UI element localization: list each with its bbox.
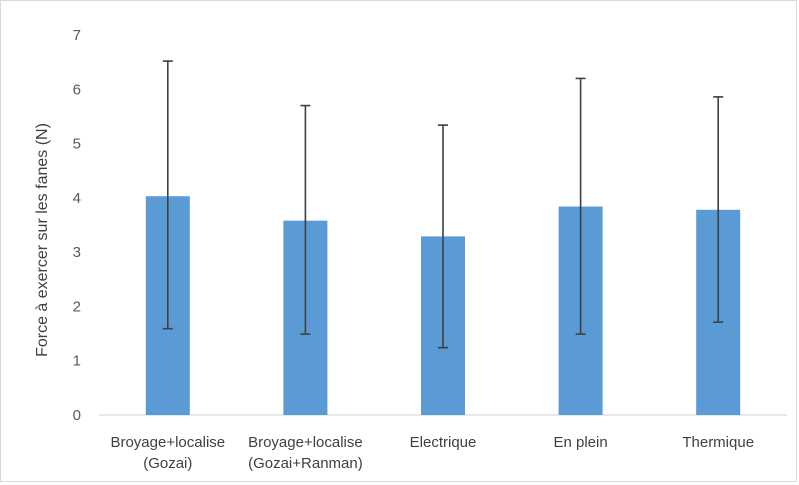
x-category-label: Broyage+localise (Gozai+Ranman)	[248, 434, 363, 472]
x-category-label-line: (Gozai+Ranman)	[248, 455, 363, 472]
y-axis-title: Force à exercer sur les fanes (N)	[34, 123, 51, 357]
x-category-label: Broyage+localise (Gozai)	[110, 434, 225, 472]
error-bars	[162, 60, 724, 349]
y-tick-label: 3	[73, 244, 81, 261]
x-category-label: Thermique	[682, 434, 754, 451]
y-tick-label: 4	[73, 190, 81, 207]
y-tick-label: 0	[73, 407, 81, 424]
y-tick-label: 6	[73, 81, 81, 98]
y-tick-label: 1	[73, 353, 81, 370]
x-category-label-line: En plein	[553, 434, 607, 451]
y-tick-labels: 0 1 2 3 4 5 6 7	[73, 27, 81, 424]
x-category-label-line: Thermique	[682, 434, 754, 451]
y-tick-label: 5	[73, 136, 81, 153]
y-tick-label: 7	[73, 27, 81, 44]
x-category-labels: Broyage+localise (Gozai) Broyage+localise (…	[110, 434, 754, 472]
x-category-label-line: Broyage+localise	[248, 434, 363, 451]
x-category-label-line: (Gozai)	[143, 455, 192, 472]
x-category-label: En plein	[553, 434, 607, 451]
x-category-label-line: Electrique	[410, 434, 477, 451]
y-tick-label: 2	[73, 298, 81, 315]
x-category-label-line: Broyage+localise	[110, 434, 225, 451]
x-category-label: Electrique	[410, 434, 477, 451]
